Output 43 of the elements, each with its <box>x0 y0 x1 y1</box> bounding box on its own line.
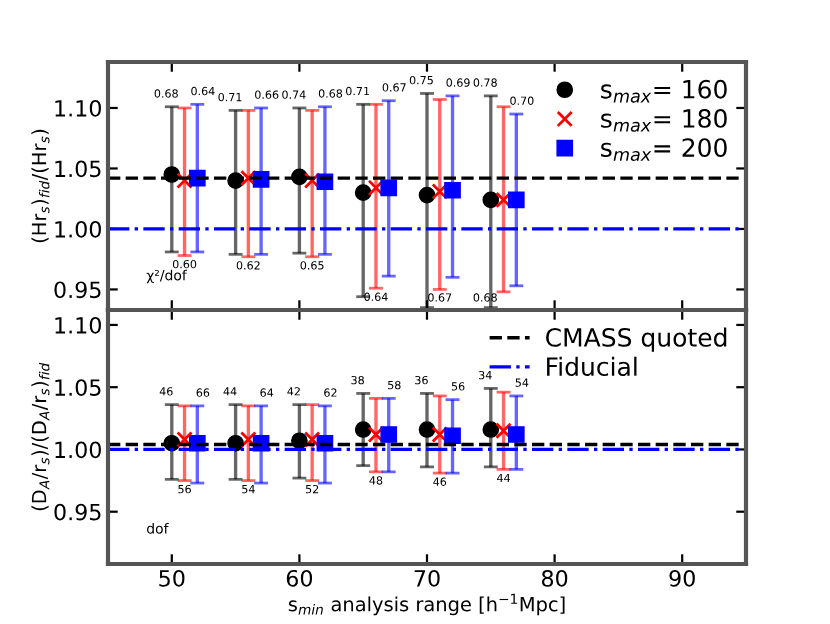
point <box>431 183 449 200</box>
point <box>482 191 500 209</box>
y-tick-label: 1.10 <box>55 99 101 117</box>
point <box>303 172 321 189</box>
y-tick-label: 0.95 <box>54 281 101 299</box>
point <box>507 426 525 443</box>
y-tick-label: 1.10 <box>55 316 101 334</box>
point <box>444 181 461 199</box>
point <box>495 422 512 440</box>
x-tick-label: 90 <box>669 569 695 587</box>
y-tick-label: 1.05 <box>55 379 101 396</box>
legend-label: s$_{max}$= 160 <box>601 79 727 103</box>
point <box>303 431 321 448</box>
point <box>354 421 372 438</box>
point <box>380 179 398 197</box>
point <box>176 431 193 448</box>
point <box>354 184 372 201</box>
point <box>240 431 257 448</box>
legend-label: s$_{max}$= 180 <box>601 108 727 132</box>
y-axis-title: (Hr$_{s}$)$_{fid}$/(Hr$_{s}$) <box>31 129 50 243</box>
x-tick-label: 50 <box>159 569 185 587</box>
y-tick-label: 1.00 <box>55 220 101 238</box>
point <box>444 427 461 445</box>
legend-label: CMASS quoted <box>546 327 727 352</box>
x-tick-label: 60 <box>286 569 313 587</box>
point <box>507 191 525 209</box>
legend-label: Fiducial <box>547 356 637 377</box>
y-tick-label: 0.95 <box>54 503 101 521</box>
point <box>380 426 398 443</box>
y-tick-label: 1.05 <box>55 160 101 178</box>
x-tick-label: 80 <box>541 569 568 587</box>
x-tick-label: 70 <box>414 569 440 587</box>
point <box>431 426 449 443</box>
x-axis-title: s$_{min}$ analysis range [h$^{−1}$Mpc] <box>288 593 565 616</box>
point <box>418 186 436 204</box>
legend-label: s$_{max}$= 200 <box>601 138 727 162</box>
point <box>176 172 193 189</box>
point <box>418 421 436 438</box>
point <box>367 179 385 197</box>
text: (D$_{A}$/r$_{s}$)/(D$_{A}$/r$_{s}$)$_{fid}$ <box>31 362 50 511</box>
point <box>482 421 500 438</box>
y-tick-label: 1.00 <box>55 441 101 459</box>
point <box>240 169 257 187</box>
